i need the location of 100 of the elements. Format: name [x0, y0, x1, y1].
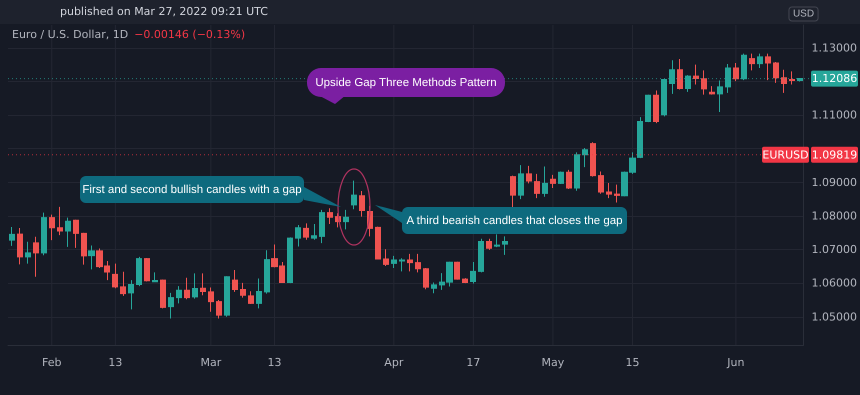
candlestick: [574, 152, 580, 192]
x-tick-label: 15: [625, 356, 640, 369]
candlestick: [224, 276, 230, 318]
candlestick: [590, 142, 596, 178]
x-tick-label: 13: [108, 356, 122, 369]
candlestick: [542, 166, 548, 198]
candlestick: [653, 90, 659, 124]
candlestick: [677, 58, 683, 90]
candlestick: [232, 270, 238, 292]
candlestick: [789, 70, 795, 85]
candlestick: [407, 253, 413, 272]
candlestick: [128, 280, 134, 310]
x-tick-label: Jun: [726, 356, 745, 369]
candlestick: [208, 287, 214, 312]
candlestick: [192, 272, 198, 300]
candlestick: [216, 299, 222, 319]
ref-line-label: 1.09819: [812, 148, 858, 162]
annotation: A third bearish candles that closes the gap: [402, 207, 627, 234]
ref-line-label: 1.12086: [812, 72, 858, 86]
chart-title: Euro / U.S. Dollar, 1D: [12, 28, 128, 41]
candlestick: [303, 222, 309, 240]
candlestick: [765, 53, 771, 81]
candlestick: [598, 171, 604, 194]
y-tick-label: 1.11000: [812, 108, 858, 122]
x-tick-label: 13: [267, 356, 282, 369]
candlestick: [343, 209, 349, 230]
candlestick: [184, 277, 190, 300]
candlestick: [383, 248, 389, 267]
candlestick: [176, 286, 182, 304]
candlestick: [57, 206, 63, 236]
candlestick: [526, 165, 532, 184]
candlestick: [88, 245, 95, 270]
candlestick: [144, 257, 150, 282]
candlestick: [49, 214, 55, 241]
candlestick: [351, 180, 357, 210]
y-tick-label: 1.05000: [812, 310, 858, 324]
candlestick: [264, 250, 270, 294]
candlestick: [494, 234, 500, 248]
candlestick: [375, 226, 381, 260]
annotation: EURUSD: [762, 148, 809, 162]
candlestick: [399, 258, 405, 272]
candlestick: [25, 241, 31, 264]
candlestick: [73, 219, 79, 248]
candlestick: [462, 278, 468, 284]
x-tick-label: 17: [466, 356, 480, 369]
candlestick: [693, 64, 699, 85]
text: published on Mar 27, 2022 09:21 UTC: [60, 5, 268, 18]
y-axis-title: USD: [792, 8, 814, 20]
candlestick: [709, 86, 715, 96]
candlestick: [287, 236, 293, 284]
x-tick-label: May: [542, 356, 565, 369]
x-tick-label: Mar: [200, 356, 222, 369]
candlestick: [248, 290, 254, 304]
annotation: Upside Gap Three Methods Pattern: [307, 68, 505, 97]
candlestick: [757, 53, 763, 69]
candlestick: [558, 171, 564, 184]
y-tick-label: 1.09000: [812, 176, 858, 189]
candlestick: [566, 169, 572, 190]
candlestick: [431, 282, 437, 294]
candlestick: [33, 236, 39, 278]
candlestick: [319, 209, 325, 244]
x-tick-label: Feb: [42, 356, 62, 369]
candlestick: [160, 278, 166, 309]
candlestick: [168, 292, 174, 319]
candlestick: [311, 223, 317, 240]
candlestick: [606, 182, 612, 199]
candlestick: [733, 62, 739, 82]
candlestick: [81, 232, 87, 266]
annotation: First and second bullish candles with a gap: [80, 176, 304, 203]
candlestick: [773, 61, 779, 84]
candlestick: [717, 80, 723, 113]
y-tick-label: 1.07000: [812, 243, 858, 256]
candlestick: [41, 212, 47, 256]
candlestick: [470, 261, 476, 284]
candlestick: [136, 256, 142, 287]
chart-subtitle: −0.00146 (−0.13%): [134, 28, 246, 41]
candlestick: [200, 272, 206, 296]
candlestick: [478, 238, 484, 273]
candlestick: [582, 148, 588, 168]
candlestick: [112, 263, 118, 289]
candlestick: [152, 272, 158, 283]
y-tick-label: 1.08000: [812, 209, 858, 222]
candlestick: [423, 268, 429, 290]
candlestick: [534, 173, 540, 199]
candlestick: [502, 236, 508, 256]
y-tick-label: 1.13000: [812, 41, 858, 54]
candlestick: [454, 261, 460, 280]
candlestick: [645, 94, 651, 123]
candlestick: [518, 164, 524, 200]
candlestick: [359, 190, 365, 218]
candlestick: [295, 224, 301, 248]
candlestick: [327, 208, 333, 224]
y-tick-label: 1.06000: [812, 276, 858, 290]
candlestick: [701, 70, 707, 96]
candlestick: [256, 278, 262, 309]
x-tick-label: Apr: [384, 356, 404, 369]
candlestick: [614, 184, 620, 203]
candlestick: [510, 175, 516, 209]
candlestick: [9, 226, 15, 246]
candlestick: [240, 282, 246, 298]
